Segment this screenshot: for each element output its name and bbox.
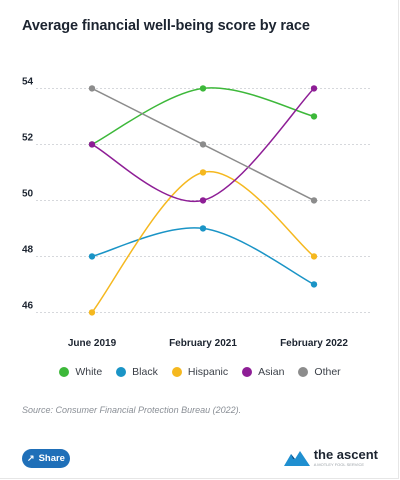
- legend-swatch: [171, 367, 182, 377]
- data-point-black: [199, 225, 207, 232]
- brand-mountain-icon: [283, 450, 310, 466]
- x-tick-label: June 2019: [68, 338, 117, 349]
- data-point-white: [310, 113, 318, 120]
- x-tick-label: February 2022: [280, 338, 348, 349]
- legend-swatch: [116, 367, 127, 377]
- legend-label: Other: [314, 366, 341, 378]
- data-point-hispanic: [199, 169, 207, 176]
- series-line-white: [91, 87, 315, 146]
- share-button[interactable]: ↗ Share: [22, 449, 70, 468]
- series-line-hispanic: [91, 171, 315, 313]
- x-tick-label: February 2021: [169, 338, 237, 349]
- legend-label: Asian: [258, 366, 285, 378]
- data-point-asian: [199, 197, 207, 204]
- legend-swatch: [298, 367, 309, 377]
- legend-item-other: Other: [298, 366, 341, 378]
- data-point-asian: [310, 85, 318, 92]
- brand-name: the ascent: [313, 447, 378, 462]
- legend-item-black: Black: [116, 366, 158, 378]
- y-tick-label: 52: [22, 132, 34, 143]
- brand-logo: the ascent A MOTLEY FOOL SERVICE: [283, 447, 378, 467]
- data-point-white: [199, 85, 207, 92]
- legend-item-hispanic: Hispanic: [171, 366, 229, 378]
- chart-title: Average financial well-being score by ra…: [22, 18, 310, 34]
- y-tick-label: 54: [22, 76, 34, 87]
- legend-swatch: [242, 367, 253, 377]
- data-point-asian: [88, 141, 96, 148]
- share-icon: ↗: [27, 453, 35, 463]
- share-label: Share: [38, 453, 65, 464]
- line-chart: 46 48 50 52 54 June 2019 February 2021 February…: [22, 76, 372, 349]
- brand-tagline: A MOTLEY FOOL SERVICE: [313, 462, 365, 467]
- y-tick-label: 50: [22, 188, 34, 199]
- data-point-hispanic: [88, 309, 96, 316]
- legend-swatch: [59, 367, 70, 377]
- y-tick-label: 48: [22, 244, 34, 255]
- chart-legend: White Black Hispanic Asian Other: [0, 366, 400, 378]
- y-tick-label: 46: [22, 300, 34, 311]
- legend-item-asian: Asian: [242, 366, 284, 378]
- data-point-other: [310, 197, 318, 204]
- source-note: Source: Consumer Financial Protection Bu…: [22, 405, 242, 415]
- data-point-hispanic: [310, 253, 318, 260]
- data-point-black: [88, 253, 96, 260]
- legend-label: White: [75, 366, 103, 378]
- legend-label: Black: [132, 366, 158, 378]
- legend-item-white: White: [59, 366, 102, 378]
- legend-label: Hispanic: [187, 366, 229, 378]
- data-point-other: [88, 85, 96, 92]
- data-point-other: [199, 141, 207, 148]
- data-point-black: [310, 281, 318, 288]
